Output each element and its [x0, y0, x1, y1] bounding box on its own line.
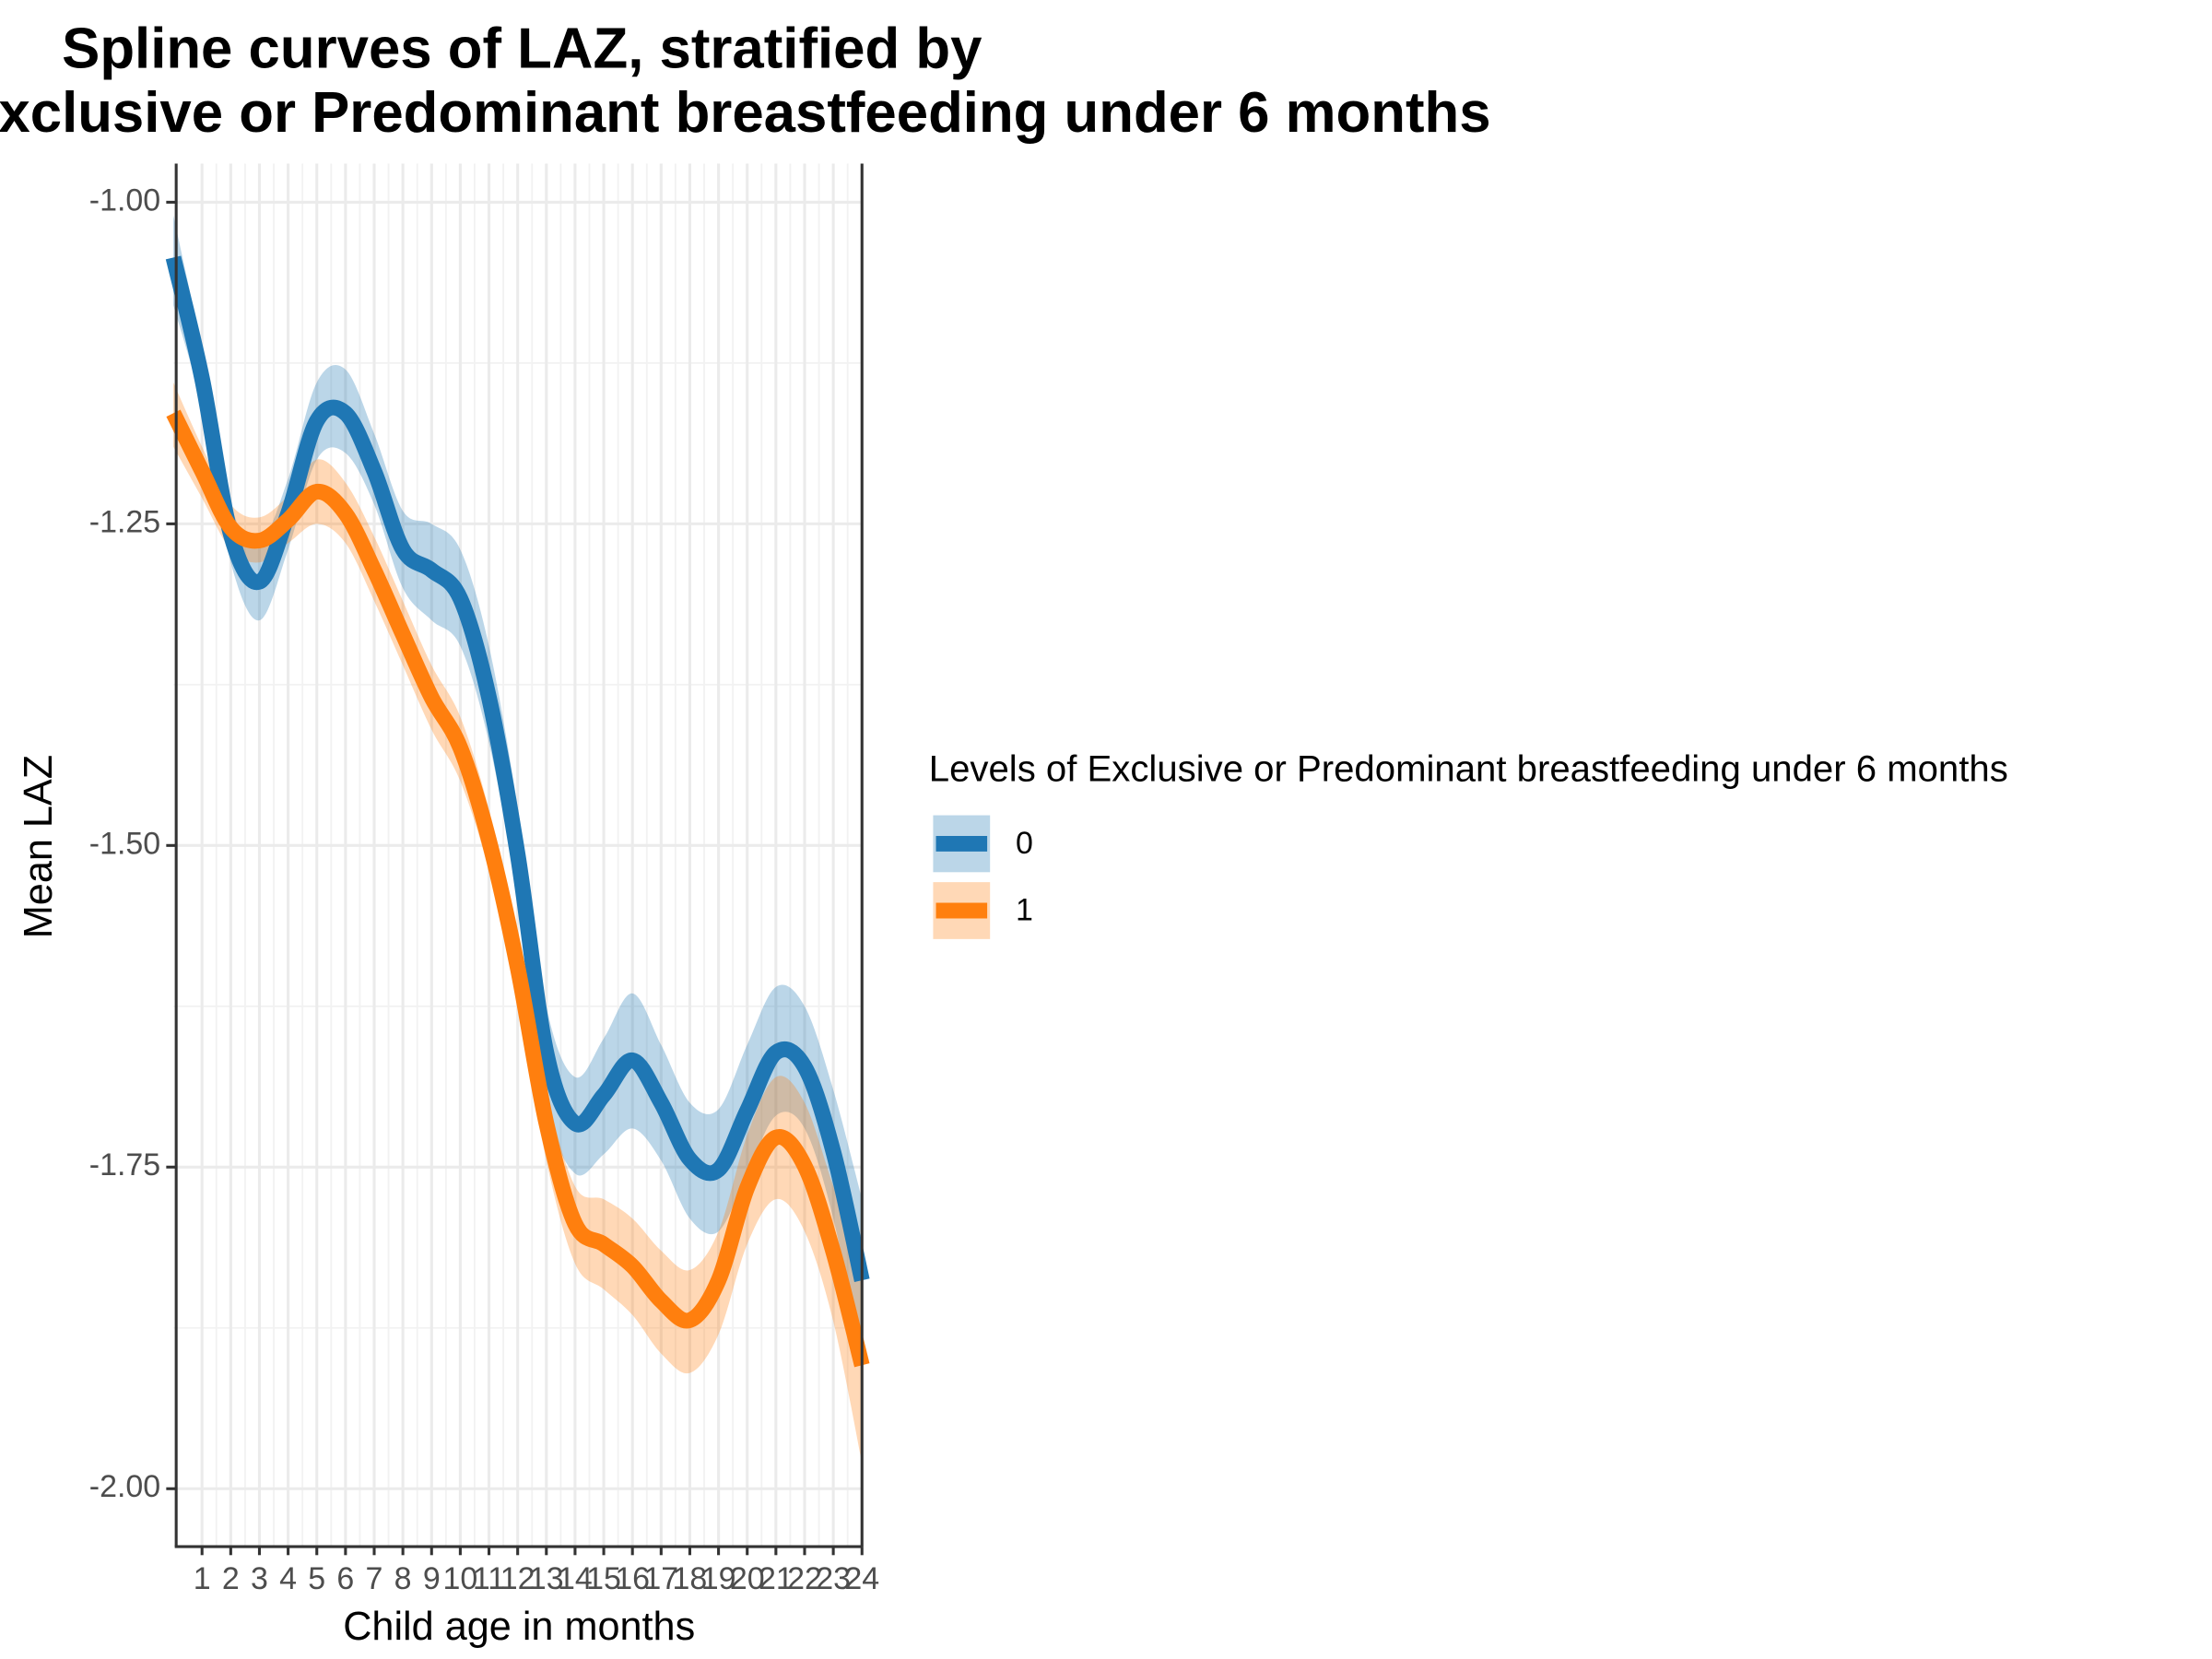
x-tick-label: 21 [759, 1561, 794, 1596]
y-tick-label: -1.25 [89, 504, 160, 539]
y-tick-label: -1.00 [89, 182, 160, 218]
x-tick-label: 6 [336, 1561, 354, 1596]
x-tick-label: 7 [366, 1561, 383, 1596]
x-tick-label: 14 [558, 1561, 593, 1596]
x-tick-label: 18 [673, 1561, 708, 1596]
x-tick-label: 4 [279, 1561, 297, 1596]
x-tick-label: 17 [643, 1561, 678, 1596]
x-tick-label: 13 [529, 1561, 564, 1596]
line [165, 255, 870, 1282]
x-tick-label: 23 [816, 1561, 851, 1596]
legend-label: 1 [1016, 893, 1033, 928]
x-tick-label: 5 [308, 1561, 325, 1596]
chart-title: Spline curves of LAZ, stratified by [62, 17, 982, 80]
y-tick-label: -1.75 [89, 1147, 160, 1182]
plot-panel [165, 163, 870, 1547]
x-tick-label: 10 [443, 1561, 478, 1596]
x-tick-label: 19 [701, 1561, 736, 1596]
x-tick-label: 22 [787, 1561, 822, 1596]
x-tick-label: 15 [586, 1561, 621, 1596]
legend-title: Levels of Exclusive or Predominant breas… [929, 747, 2008, 789]
legend-label: 0 [1016, 826, 1033, 861]
y-tick-label: -1.50 [89, 826, 160, 861]
x-tick-label: 24 [844, 1561, 879, 1596]
y-tick-label: -2.00 [89, 1469, 160, 1504]
x-tick-label: 1 [194, 1561, 211, 1596]
x-tick-label: 16 [615, 1561, 650, 1596]
chart-title: Exclusive or Predominant breastfeeding u… [0, 81, 1491, 145]
y-axis-title: Mean LAZ [17, 755, 61, 938]
x-tick-label: 20 [730, 1561, 765, 1596]
x-axis-title: Child age in months [343, 1605, 695, 1649]
x-tick-label: 9 [423, 1561, 441, 1596]
x-tick-label: 8 [394, 1561, 412, 1596]
x-tick-label: 2 [222, 1561, 240, 1596]
x-tick-label: 12 [500, 1561, 535, 1596]
x-tick-label: 11 [473, 1561, 505, 1596]
line [166, 409, 870, 1368]
x-tick-label: 3 [251, 1561, 268, 1596]
